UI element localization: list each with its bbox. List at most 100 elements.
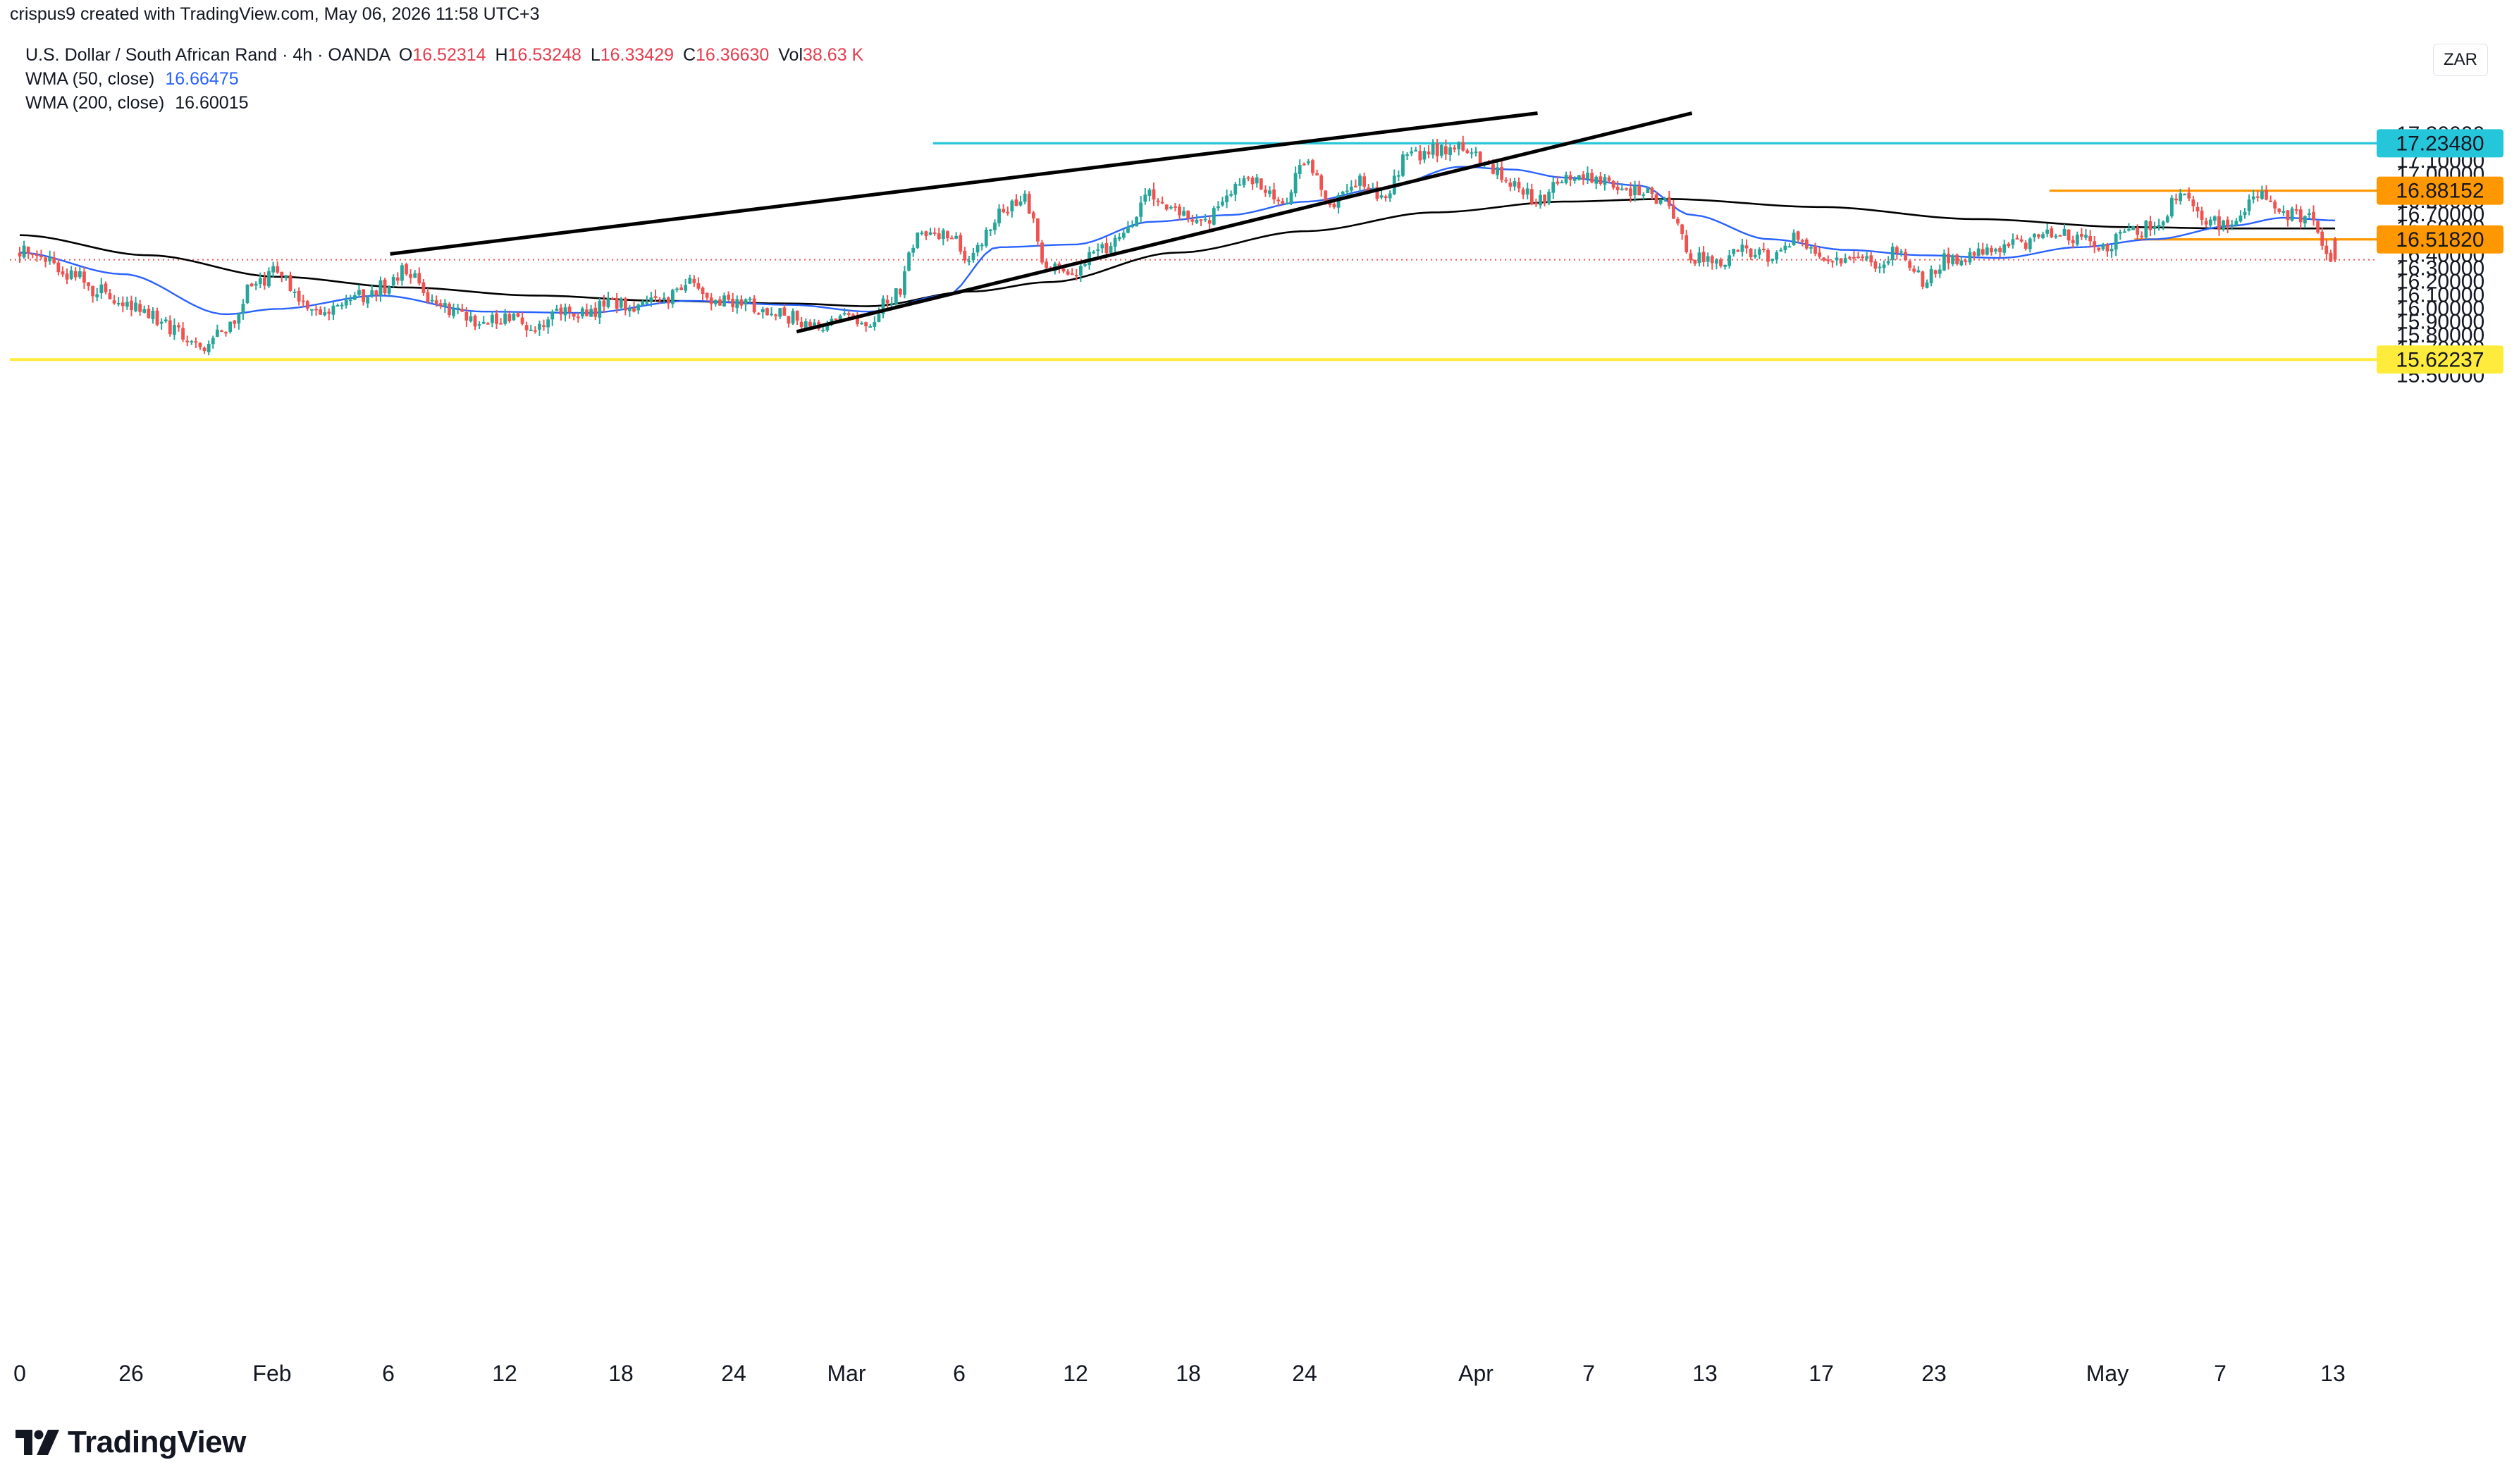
symbol-legend[interactable]: U.S. Dollar / South African Rand · 4h · … bbox=[25, 45, 863, 66]
currency-button[interactable]: ZAR bbox=[2433, 44, 2488, 76]
candle-body bbox=[2131, 226, 2135, 230]
trendline[interactable] bbox=[390, 111, 1538, 256]
x-tick-label: Feb bbox=[252, 1361, 291, 1386]
candle-body bbox=[1070, 273, 1074, 275]
candle-body bbox=[348, 299, 352, 302]
candle-body bbox=[1732, 249, 1736, 254]
candle-body bbox=[2312, 211, 2315, 221]
candle-body bbox=[1615, 187, 1620, 190]
candle-body bbox=[460, 309, 464, 312]
candle-body bbox=[701, 287, 705, 294]
trendline[interactable] bbox=[796, 111, 1693, 334]
candle-body bbox=[1139, 202, 1143, 217]
candle-body bbox=[1078, 266, 1083, 276]
candle-body bbox=[1311, 160, 1314, 173]
candle-body bbox=[224, 332, 228, 334]
candle-body bbox=[1160, 202, 1164, 204]
candle-body bbox=[1736, 250, 1740, 252]
candle-body bbox=[2255, 196, 2260, 198]
price-tag-box bbox=[2377, 176, 2503, 205]
candle-body bbox=[520, 317, 524, 324]
candle-body bbox=[78, 271, 82, 278]
candle-body bbox=[2281, 211, 2286, 214]
candle-body bbox=[1264, 190, 1267, 193]
candle-body bbox=[748, 298, 752, 300]
candle-body bbox=[2234, 221, 2238, 225]
candle-body bbox=[1478, 152, 1482, 164]
candle-body bbox=[727, 295, 731, 300]
x-tick-label: May bbox=[2086, 1361, 2129, 1386]
candle-body bbox=[2050, 228, 2054, 237]
candle-body bbox=[2308, 213, 2311, 215]
open-label: O bbox=[398, 45, 413, 65]
candle-body bbox=[1384, 196, 1388, 199]
candle-body bbox=[916, 233, 920, 248]
candle-body bbox=[709, 297, 713, 304]
wma50-legend[interactable]: WMA (50, close) 16.66475 bbox=[25, 69, 239, 89]
candle-body bbox=[984, 230, 988, 246]
candle-body bbox=[1757, 249, 1761, 255]
candle-body bbox=[868, 326, 873, 328]
candle-body bbox=[228, 321, 233, 332]
x-tick-label: 24 bbox=[721, 1361, 746, 1386]
candle-body bbox=[1517, 182, 1521, 189]
tradingview-brand[interactable]: TradingView bbox=[16, 1425, 246, 1460]
candle-body bbox=[1207, 220, 1212, 224]
candle-body bbox=[778, 308, 782, 317]
low-label: L bbox=[590, 45, 601, 65]
candle-body bbox=[1830, 261, 1835, 263]
x-tick-label: 6 bbox=[382, 1361, 395, 1386]
candle-body bbox=[486, 323, 490, 325]
candle-body bbox=[185, 340, 190, 342]
candle-body bbox=[168, 320, 172, 335]
candle-body bbox=[391, 276, 395, 286]
candle-body bbox=[2290, 209, 2294, 221]
candle-body bbox=[1027, 194, 1031, 214]
y-tick-label: 15.90000 bbox=[2396, 310, 2484, 333]
candle-body bbox=[1135, 217, 1139, 227]
time-axis[interactable]: 0 26 Feb 6 12 18 24 Mar 6 12 18 24 Apr 7 13 17 23 May 7 13 bbox=[13, 1361, 2346, 1386]
wma200-legend[interactable]: WMA (200, close) 16.60015 bbox=[25, 93, 249, 113]
candle-body bbox=[1968, 252, 1972, 263]
price-tag-label: 17.23480 bbox=[2396, 132, 2484, 155]
candle-body bbox=[116, 303, 121, 305]
candle-body bbox=[524, 325, 529, 330]
candle-body bbox=[1121, 233, 1126, 238]
candle-body bbox=[2093, 241, 2097, 247]
candle-body bbox=[2080, 234, 2083, 237]
candle-body bbox=[1418, 151, 1422, 161]
candle-body bbox=[370, 290, 374, 296]
candle-body bbox=[1693, 259, 1697, 264]
candle-body bbox=[297, 290, 301, 302]
candle-body bbox=[22, 245, 26, 258]
candle-body bbox=[254, 283, 258, 286]
candle-body bbox=[993, 222, 997, 230]
candle-body bbox=[314, 309, 318, 311]
candle-body bbox=[988, 229, 992, 231]
candle-body bbox=[2127, 229, 2131, 231]
candle-body bbox=[1474, 152, 1478, 154]
candle-body bbox=[108, 293, 112, 299]
candle-body bbox=[1504, 180, 1508, 182]
price-tag: 17.23480 bbox=[2377, 129, 2503, 158]
trendlines[interactable] bbox=[390, 111, 1693, 334]
candle-body bbox=[198, 342, 202, 347]
candle-body bbox=[2041, 234, 2045, 238]
candle-body bbox=[413, 273, 417, 278]
candle-body bbox=[1818, 252, 1822, 257]
candle-body bbox=[2161, 221, 2165, 225]
price-tag: 15.62237 bbox=[2377, 345, 2503, 374]
candle-body bbox=[808, 321, 812, 327]
candle-body bbox=[628, 308, 632, 311]
candle-body bbox=[1031, 212, 1035, 218]
candle-body bbox=[903, 271, 906, 295]
candle-body bbox=[1908, 261, 1912, 268]
candle-body bbox=[1762, 248, 1766, 250]
candle-body bbox=[1306, 161, 1310, 163]
candle-body bbox=[1685, 235, 1689, 252]
candle-body bbox=[495, 313, 498, 324]
candle-body bbox=[267, 271, 271, 287]
candle-body bbox=[305, 301, 309, 309]
candle-body bbox=[1770, 259, 1775, 261]
